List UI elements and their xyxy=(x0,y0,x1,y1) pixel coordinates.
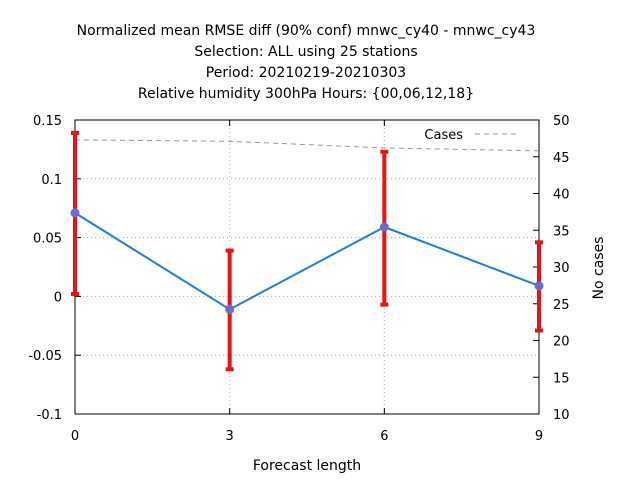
x-tick-label: 6 xyxy=(380,429,388,444)
cases-line xyxy=(74,139,540,152)
y2-tick-label: 35 xyxy=(553,224,570,239)
y-tick-label: 0 xyxy=(54,290,62,305)
y2-tick-label: 10 xyxy=(553,408,570,423)
y2-tick-label: 50 xyxy=(553,114,570,129)
data-point xyxy=(70,208,80,218)
y2-tick-label: 25 xyxy=(553,298,570,313)
title-line: Selection: ALL using 25 stations xyxy=(194,44,417,60)
x-tick-label: 0 xyxy=(71,429,79,444)
data-point xyxy=(534,281,544,291)
series-layer xyxy=(70,130,544,372)
title-line: Period: 20210219-20210303 xyxy=(206,65,406,81)
y2-tick-label: 30 xyxy=(553,261,570,276)
y2-tick-label: 15 xyxy=(553,371,570,386)
data-point xyxy=(379,222,389,232)
y2-axis-label: No cases xyxy=(591,237,607,300)
x-tick-label: 9 xyxy=(535,429,543,444)
y-tick-label: 0.05 xyxy=(33,232,62,247)
title-line: Relative humidity 300hPa Hours: {00,06,1… xyxy=(138,86,474,102)
y-tick-label: -0.05 xyxy=(28,349,62,364)
grid xyxy=(75,120,539,414)
y2-tick-label: 20 xyxy=(553,335,570,350)
series-line xyxy=(74,212,540,311)
legend-label: Cases xyxy=(424,128,463,143)
x-tick-label: 3 xyxy=(226,429,234,444)
chart-title: Normalized mean RMSE diff (90% conf) mnw… xyxy=(77,23,536,102)
y2-tick-label: 40 xyxy=(553,188,570,203)
legend: Cases xyxy=(424,128,520,143)
title-line: Normalized mean RMSE diff (90% conf) mnw… xyxy=(77,23,536,39)
axis-ticks: -0.1 -0.05 0 0.05 0.1 0.15 10 15 20 25 30 35 40 45 50 0… xyxy=(28,114,569,444)
x-axis-label: Forecast length xyxy=(253,458,361,474)
y-tick-label: 0.1 xyxy=(41,173,62,188)
y-tick-label: -0.1 xyxy=(37,408,62,423)
y-tick-label: 0.15 xyxy=(33,114,62,129)
y2-tick-label: 45 xyxy=(553,151,570,166)
plot-frame xyxy=(74,119,540,415)
data-point xyxy=(225,304,235,314)
